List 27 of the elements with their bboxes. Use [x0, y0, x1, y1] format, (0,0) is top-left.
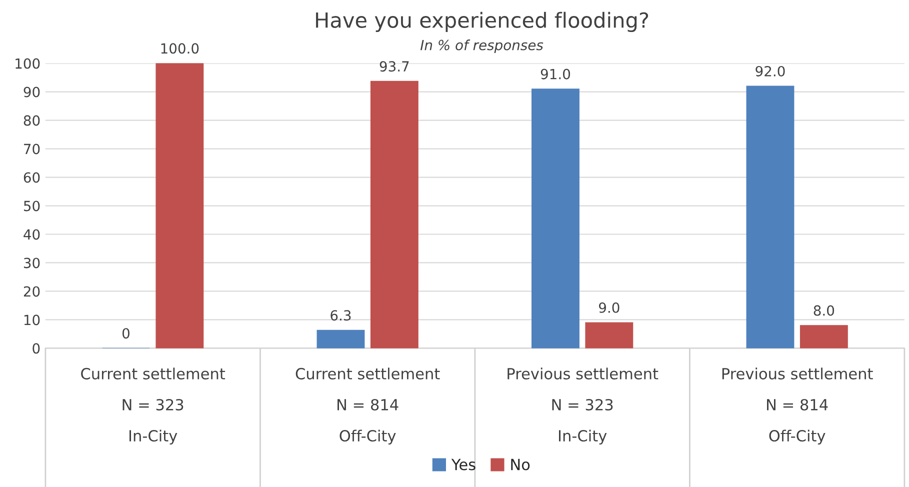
data-label: 100.0	[161, 43, 199, 54]
y-tick-label: 30	[24, 258, 40, 268]
category-label: Previous settlement N = 814 Off-City	[722, 368, 873, 445]
chart-subtitle: In % of responses	[420, 40, 544, 53]
y-tick-label: 40	[24, 229, 40, 240]
category-label: Previous settlement N = 323 In-City	[508, 368, 658, 445]
y-tick-label: 0	[32, 343, 40, 354]
data-label: 8.0	[814, 305, 834, 316]
y-tick-label: 100	[16, 58, 40, 69]
category-label: Current settlement N = 323 In-City	[81, 368, 226, 445]
y-tick-label: 60	[24, 172, 40, 183]
y-tick-label: 10	[24, 314, 40, 326]
chart-title: Have you experienced flooding?	[316, 12, 648, 32]
data-label: 0	[122, 328, 130, 339]
y-tick-label: 80	[24, 115, 40, 126]
legend-label: No	[511, 458, 530, 470]
data-label: 6.3	[330, 310, 351, 321]
y-tick-label: 50	[24, 200, 40, 212]
legend-label: Yes	[451, 458, 476, 470]
y-tick-label: 90	[24, 86, 40, 98]
data-label: 9.0	[599, 302, 620, 313]
category-label: Current settlement N = 814 Off-City	[296, 368, 440, 445]
data-label: 93.7	[380, 61, 409, 72]
y-tick-label: 70	[24, 144, 40, 154]
data-label: 91.0	[540, 68, 570, 80]
y-tick-label: 20	[24, 286, 40, 297]
data-label: 92.0	[756, 66, 785, 76]
